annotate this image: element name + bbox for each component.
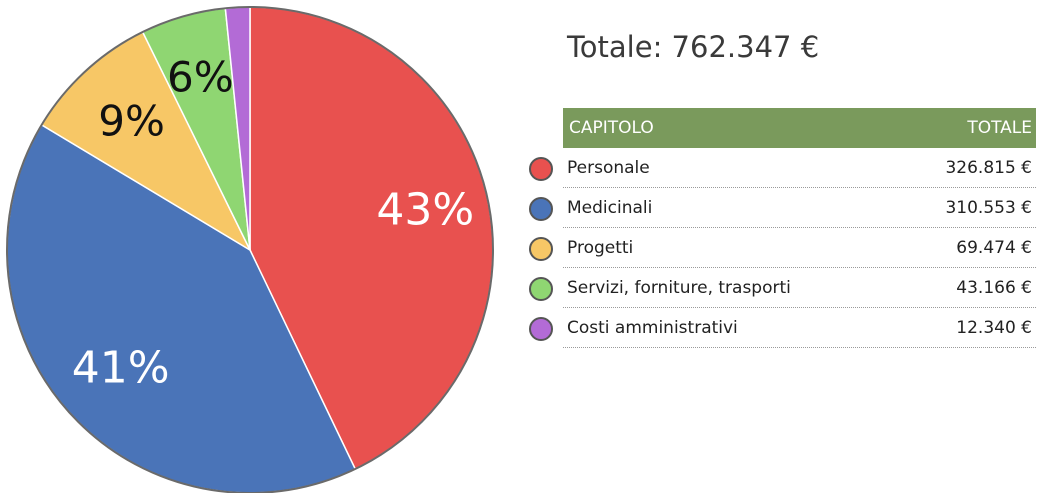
- row-value: 69.474 €: [956, 237, 1032, 258]
- header-totale: TOTALE: [967, 118, 1032, 138]
- legend-table: CAPITOLO TOTALE Personale 326.815 € Medi…: [529, 108, 1036, 348]
- table-row: Progetti 69.474 €: [529, 228, 1036, 268]
- table-header: CAPITOLO TOTALE: [563, 108, 1036, 148]
- row-label: Servizi, forniture, trasporti: [567, 277, 791, 298]
- legend-swatch-medicinali: [529, 197, 553, 221]
- legend-swatch-costi: [529, 317, 553, 341]
- percent-label: 6%: [167, 53, 234, 102]
- table-row: Personale 326.815 €: [529, 148, 1036, 188]
- row-label: Costi amministrativi: [567, 317, 738, 338]
- table-row: Medicinali 310.553 €: [529, 188, 1036, 228]
- legend-swatch-personale: [529, 157, 553, 181]
- row-label: Medicinali: [567, 197, 653, 218]
- row-value: 12.340 €: [956, 317, 1032, 338]
- total-label: Totale: 762.347 €: [567, 30, 820, 64]
- table-row: Costi amministrativi 12.340 €: [529, 308, 1036, 348]
- legend-swatch-servizi: [529, 277, 553, 301]
- pie-outline: [6, 6, 494, 493]
- percent-label: 41%: [72, 342, 170, 393]
- percent-label: 43%: [376, 185, 474, 236]
- percent-label: 9%: [98, 97, 165, 146]
- table-row: Servizi, forniture, trasporti 43.166 €: [529, 268, 1036, 308]
- pie-chart-svg: 43% 41% 9%6%: [6, 6, 494, 493]
- row-value: 43.166 €: [956, 277, 1032, 298]
- row-value: 310.553 €: [945, 197, 1032, 218]
- row-value: 326.815 €: [945, 157, 1032, 178]
- header-capitolo: CAPITOLO: [569, 118, 654, 138]
- row-label: Personale: [567, 157, 650, 178]
- pie-chart: 43% 41% 9% 6%: [0, 0, 500, 493]
- legend-swatch-progetti: [529, 237, 553, 261]
- row-label: Progetti: [567, 237, 634, 258]
